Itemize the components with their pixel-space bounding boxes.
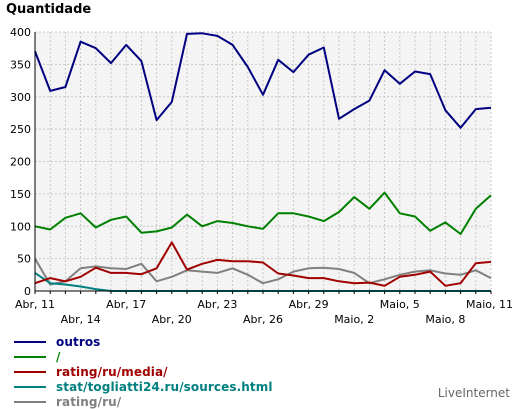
series-line- — [34, 191, 492, 235]
series-line-rating-ru — [34, 258, 492, 286]
x-tick-label: Abr, 14 — [61, 313, 101, 326]
x-tick-label: Maio, 5 — [380, 298, 420, 311]
legend-swatch — [14, 370, 46, 373]
legend-item: rating/ru/media/ — [14, 364, 273, 379]
x-tick-label: Maio, 11 — [466, 298, 513, 311]
legend-label: stat/togliatti24.ru/sources.html — [56, 379, 273, 394]
legend-swatch — [14, 355, 46, 358]
legend-label: / — [56, 349, 61, 364]
x-tick-label: Abr, 23 — [197, 298, 237, 311]
y-tick-label: 400 — [10, 26, 31, 39]
x-tick-label: Abr, 26 — [243, 313, 283, 326]
legend-item: / — [14, 349, 273, 364]
x-tick-label: Abr, 29 — [289, 298, 329, 311]
line-chart: 0 50 100 150 200 250 300 350 400 Abr, 11 Abr, 17 A… — [10, 26, 513, 326]
legend-item: rating/ru/ — [14, 394, 273, 409]
y-tick-label: 200 — [10, 156, 31, 169]
y-tick-label: 350 — [10, 58, 31, 71]
liveinternet-brand: LiveInternet — [437, 386, 510, 400]
legend-swatch — [14, 385, 46, 388]
legend-item: stat/togliatti24.ru/sources.html — [14, 379, 273, 394]
y-tick-label: 50 — [17, 253, 31, 266]
legend-label: rating/ru/ — [56, 394, 122, 409]
legend-swatch — [14, 400, 46, 403]
y-tick-label: 150 — [10, 188, 31, 201]
y-tick-label: 100 — [10, 220, 31, 233]
legend: outros / rating/ru/media/stat/togliatti24.… — [14, 334, 273, 409]
legend-swatch — [14, 340, 46, 343]
legend-label: rating/ru/media/ — [56, 364, 168, 379]
legend-item: outros — [14, 334, 273, 349]
x-tick-label: Maio, 2 — [334, 313, 374, 326]
y-tick-label: 250 — [10, 123, 31, 136]
legend-label: outros — [56, 334, 101, 349]
x-tick-label: Maio, 8 — [425, 313, 465, 326]
x-tick-label: Abr, 17 — [106, 298, 146, 311]
series-line-rating-ru-media — [34, 241, 492, 287]
x-tick-label: Abr, 20 — [152, 313, 192, 326]
series-line-outros — [34, 32, 492, 129]
y-axis-title: Quantidade — [6, 2, 92, 17]
y-tick-label: 300 — [10, 91, 31, 104]
y-tick-label: 0 — [24, 285, 31, 298]
x-tick-label: Abr, 11 — [15, 298, 55, 311]
